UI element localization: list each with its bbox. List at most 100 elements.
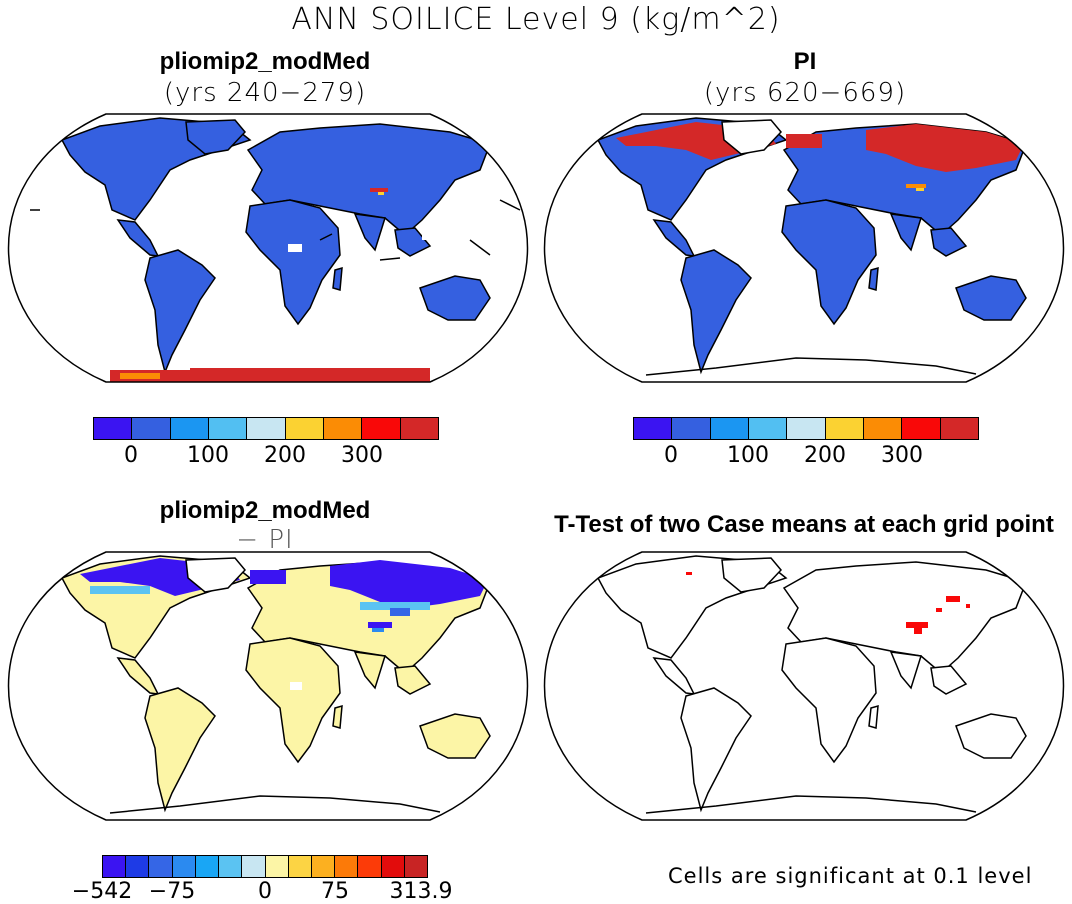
continents-top-left	[60, 117, 491, 375]
coast-islands	[30, 199, 521, 261]
missing-cells	[288, 232, 432, 252]
significance-note: Cells are significant at 0.1 level	[668, 864, 1033, 888]
africa	[781, 199, 877, 326]
map-bottom-right	[543, 551, 1065, 821]
colorbar-swatch	[172, 856, 196, 877]
south-america	[144, 249, 216, 375]
colorbar-swatch	[404, 856, 428, 877]
colorbar-swatch	[748, 418, 788, 439]
map-top-right	[543, 113, 1065, 383]
madagascar	[332, 704, 343, 729]
greenland	[721, 557, 783, 593]
antarctica-ice	[110, 368, 430, 382]
colorbar-swatch	[335, 856, 359, 877]
africa	[781, 637, 877, 764]
colorbar-top-right-tick: 200	[804, 443, 846, 468]
south-america	[144, 687, 216, 813]
colorbar-swatch	[672, 418, 711, 439]
south-america	[680, 249, 752, 375]
greenland-ice	[721, 119, 783, 155]
colorbar-swatch	[288, 856, 312, 877]
colorbar-swatch	[149, 856, 173, 877]
colorbar-swatch	[825, 418, 864, 439]
india	[889, 651, 922, 690]
colorbar-swatch	[710, 418, 749, 439]
colorbar-swatch	[311, 856, 336, 877]
colorbar-swatch	[170, 418, 209, 439]
missing-cells	[290, 682, 302, 690]
se-asia	[394, 227, 432, 257]
colorbar-swatch	[400, 418, 438, 439]
panel-subtitle-top-left: (yrs 240−279)	[163, 78, 367, 108]
australia	[419, 275, 491, 321]
south-america	[680, 687, 752, 813]
colorbar-swatch	[362, 418, 401, 439]
india	[353, 213, 386, 252]
colorbar-swatch	[863, 418, 903, 439]
colorbar-swatch	[242, 856, 266, 877]
colorbar-bottom-left-tick: 75	[321, 879, 349, 904]
colorbar-bottom-left-tick: 313.9	[389, 879, 453, 904]
india	[889, 213, 922, 252]
colorbar-swatch	[195, 856, 220, 877]
central-america	[116, 657, 160, 695]
se-asia	[930, 227, 968, 257]
map-frame-bottom-left	[7, 551, 529, 821]
colorbar-swatch	[132, 418, 171, 439]
map-frame-top-left	[7, 113, 529, 383]
madagascar	[332, 266, 343, 291]
colorbar-bottom-left	[102, 855, 428, 878]
colorbar-swatch	[265, 856, 289, 877]
central-america	[652, 657, 696, 695]
australia	[955, 713, 1027, 759]
colorbar-swatch	[126, 856, 150, 877]
panel-subtitle-top-right: (yrs 620−669)	[703, 78, 907, 108]
colorbar-top-left-tick: 300	[341, 443, 383, 468]
colorbar-swatch	[634, 418, 673, 439]
colorbar-swatch	[787, 418, 826, 439]
central-america	[652, 219, 696, 257]
madagascar	[868, 266, 879, 291]
colorbar-bottom-left-tick: −542	[71, 879, 133, 904]
figure-title: ANN SOILICE Level 9 (kg/m^2)	[291, 2, 781, 37]
australia	[419, 713, 491, 759]
colorbar-swatch	[285, 418, 324, 439]
colorbar-bottom-left-tick: 0	[258, 879, 272, 904]
africa	[245, 637, 341, 764]
madagascar	[868, 704, 879, 729]
central-america	[116, 219, 160, 257]
colorbar-top-right-tick: 0	[664, 443, 678, 468]
se-asia	[930, 665, 968, 695]
map-bottom-left	[7, 551, 529, 821]
colorbar-top-left-tick: 100	[187, 443, 229, 468]
significant-cells	[686, 572, 970, 634]
panel-subtitle-bottom-left: − PI	[236, 525, 294, 555]
colorbar-swatch	[247, 418, 286, 439]
panel-title-top-right: PI	[793, 48, 817, 75]
colorbar-top-right-tick: 100	[727, 443, 769, 468]
continents-bottom-right	[596, 555, 1027, 813]
panel-title-top-left: pliomip2_modMed	[159, 48, 371, 75]
colorbar-swatch	[94, 418, 133, 439]
panel-title-bottom-left: pliomip2_modMed	[159, 497, 371, 524]
colorbar-swatch	[323, 418, 363, 439]
colorbar-bottom-left-tick: −75	[148, 879, 196, 904]
australia	[955, 275, 1027, 321]
colorbar-top-left-tick: 200	[264, 443, 306, 468]
antarctica-outline	[645, 795, 977, 814]
tibet-cells	[906, 184, 926, 191]
map-top-left	[7, 113, 529, 383]
colorbar-top-left-tick: 0	[124, 443, 138, 468]
map-frame-top-right	[543, 113, 1065, 383]
colorbar-swatch	[208, 418, 248, 439]
colorbar-top-right-tick: 300	[881, 443, 923, 468]
colorbar-swatch	[219, 856, 243, 877]
colorbar-swatch	[103, 856, 127, 877]
colorbar-top-left	[93, 417, 439, 440]
panel-title-bottom-right: T-Test of two Case means at each grid po…	[554, 511, 1054, 538]
india	[353, 651, 386, 690]
map-frame-bottom-right	[543, 551, 1065, 821]
colorbar-top-right	[633, 417, 979, 440]
colorbar-swatch	[902, 418, 941, 439]
antarctica-outline	[645, 357, 977, 376]
